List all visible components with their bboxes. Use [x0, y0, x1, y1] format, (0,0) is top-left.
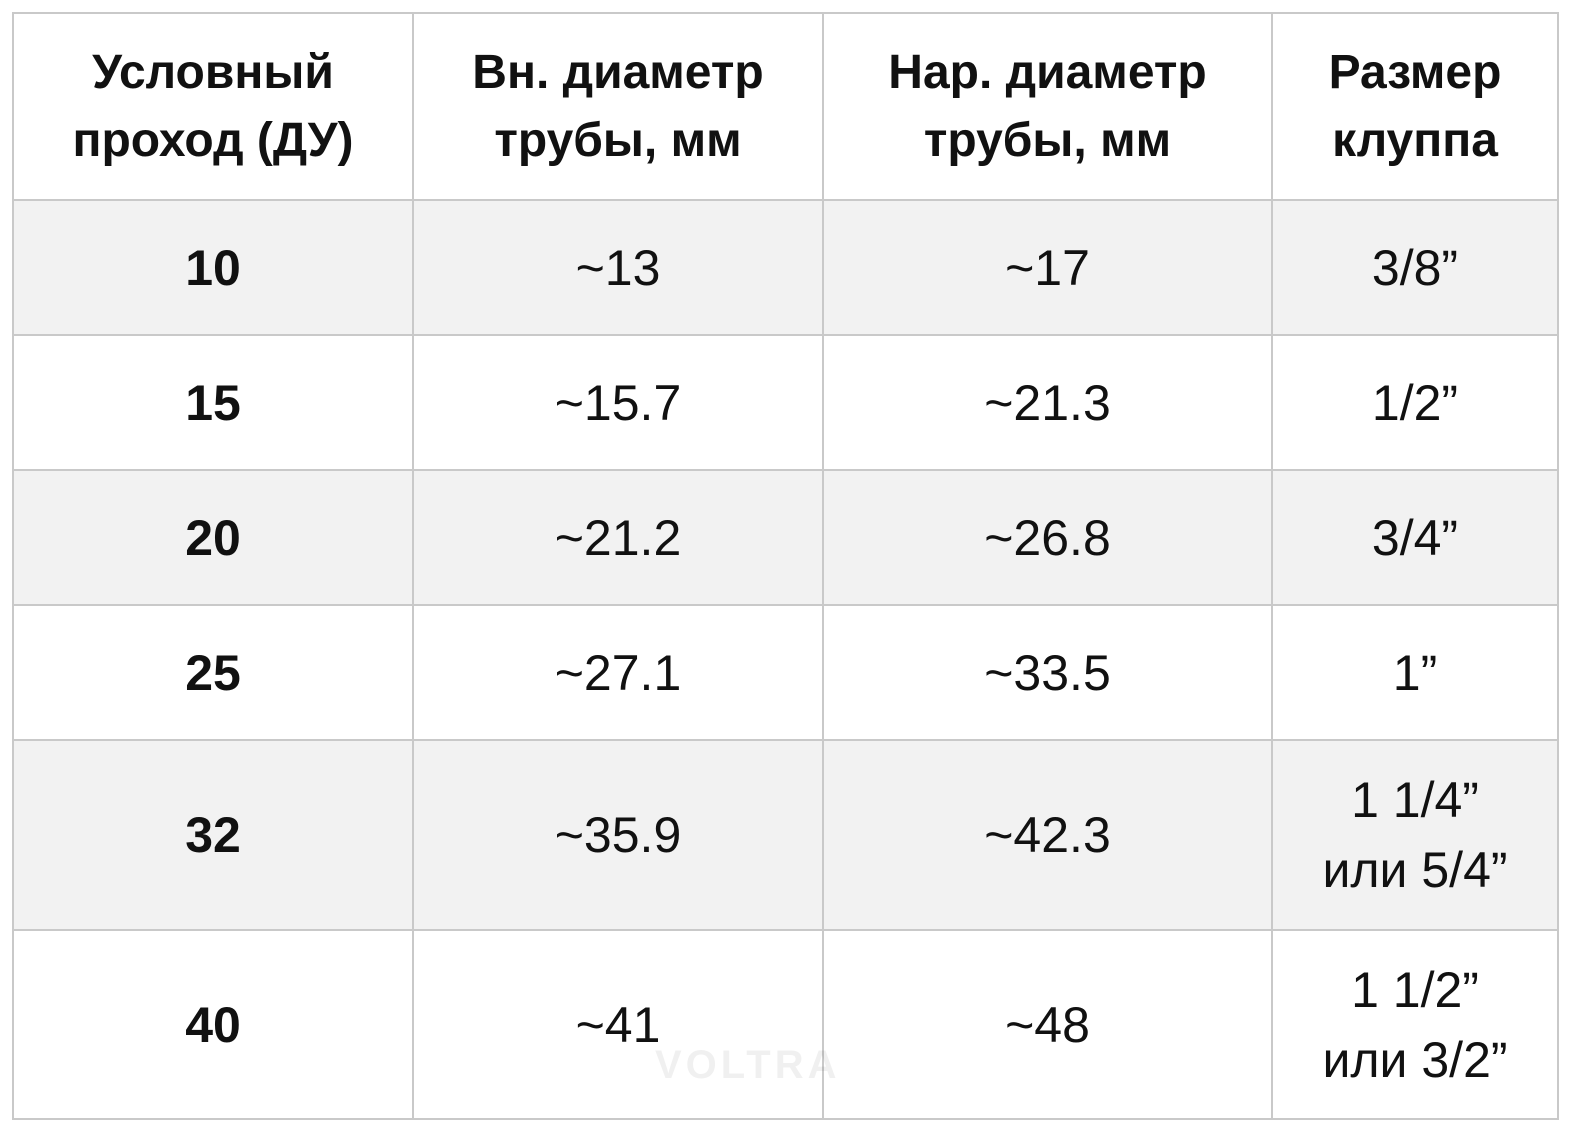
table-row: 10 ~13 ~17 3/8” [12, 199, 1559, 336]
table-row: 15 ~15.7 ~21.3 1/2” [12, 334, 1559, 471]
table-cell: ~48 [822, 929, 1273, 1120]
table-cell: 1” [1271, 604, 1559, 741]
pipe-table: Условный проход (ДУ) Вн. диаметр трубы, м… [12, 12, 1559, 1120]
header-cell: Вн. диаметр трубы, мм [412, 12, 824, 201]
table-row: 20 ~21.2 ~26.8 3/4” [12, 469, 1559, 606]
table-cell: ~42.3 [822, 739, 1273, 931]
table-row: 25 ~27.1 ~33.5 1” [12, 604, 1559, 741]
table-cell: ~26.8 [822, 469, 1273, 606]
table-row: 40 ~41 ~48 1 1/2” или 3/2” [12, 929, 1559, 1120]
table-cell: 1 1/4” или 5/4” [1271, 739, 1559, 931]
table-cell: 20 [12, 469, 414, 606]
table-cell: ~15.7 [412, 334, 824, 471]
table-cell: ~35.9 [412, 739, 824, 931]
table-cell: 40 [12, 929, 414, 1120]
table-cell: 15 [12, 334, 414, 471]
table-cell: ~33.5 [822, 604, 1273, 741]
table-cell: ~17 [822, 199, 1273, 336]
table-cell: 10 [12, 199, 414, 336]
table-cell: ~41 [412, 929, 824, 1120]
table-cell: ~13 [412, 199, 824, 336]
table-cell: ~27.1 [412, 604, 824, 741]
table-cell: 1 1/2” или 3/2” [1271, 929, 1559, 1120]
table-cell: 3/8” [1271, 199, 1559, 336]
table-cell: 3/4” [1271, 469, 1559, 606]
header-row: Условный проход (ДУ) Вн. диаметр трубы, м… [12, 12, 1559, 201]
table-row: 32 ~35.9 ~42.3 1 1/4” или 5/4” [12, 739, 1559, 931]
watermark: VOLTRA [655, 1043, 841, 1087]
table-cell: 25 [12, 604, 414, 741]
header-cell: Размер клуппа [1271, 12, 1559, 201]
header-cell: Нар. диаметр трубы, мм [822, 12, 1273, 201]
table-cell: 1/2” [1271, 334, 1559, 471]
table-cell: ~21.3 [822, 334, 1273, 471]
table-body: 10 ~13 ~17 3/8” 15 ~15.7 ~21.3 1/2” 20 ~21.2 ~26.8… [12, 199, 1559, 1120]
header-cell: Условный проход (ДУ) [12, 12, 414, 201]
table-cell: ~21.2 [412, 469, 824, 606]
table-cell: 32 [12, 739, 414, 931]
